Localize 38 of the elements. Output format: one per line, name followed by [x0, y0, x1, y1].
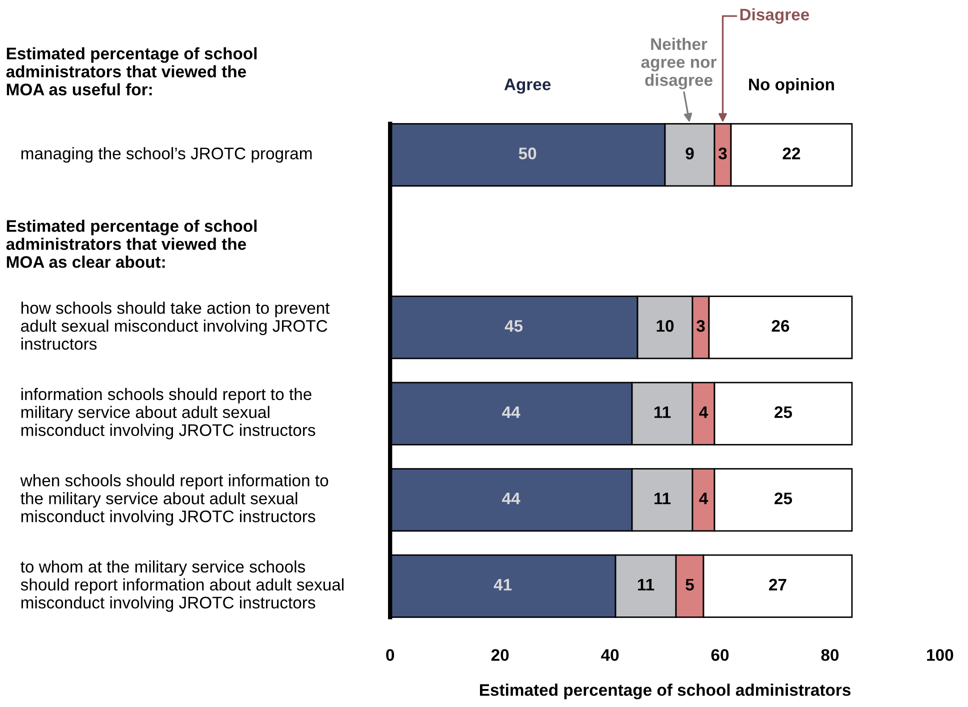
text: Disagree	[740, 8, 810, 24]
x-tick-label: 100	[927, 649, 954, 661]
x-tick-label: 80	[821, 649, 839, 661]
text: Estimated percentage of school administrators that viewed the MOA as useful for:	[6, 47, 257, 96]
y-tick-label: when schools should report information to the military service about adult sexual misconduct involving JROTC instructors	[20, 474, 328, 526]
y-tick-label: how schools should take action to prevent adult sexual misconduct involving JROTC instructors	[21, 302, 330, 350]
data-label: 10	[656, 320, 674, 332]
data-label: 11	[638, 578, 654, 590]
x-axis-title: Estimated percentage of school administrators	[480, 684, 851, 700]
text: Estimated percentage of school administrators that viewed the MOA as clear about:	[6, 220, 257, 268]
data-label: 22	[782, 148, 800, 160]
data-label: 11	[654, 492, 671, 504]
y-tick-label: to whom at the military service schools should report information about adult sexual misconduct involving JROTC instructors	[20, 560, 344, 612]
x-tick-label: 40	[601, 649, 619, 661]
data-label: 25	[774, 406, 792, 418]
data-label: 45	[504, 320, 523, 332]
x-tick-label: 60	[711, 649, 729, 661]
data-label: 11	[654, 406, 671, 418]
data-label: 44	[502, 492, 520, 504]
data-label: 5	[686, 578, 694, 591]
x-tick-label: 20	[491, 649, 509, 661]
y-tick-label: information schools should report to the military service about adult sexual misconduct involving JROTC instructors	[21, 388, 316, 440]
data-label: 4	[699, 406, 708, 418]
x-tick-label: 0	[386, 649, 394, 661]
series-label: Agree	[504, 78, 551, 94]
data-label: 50	[518, 148, 536, 160]
data-label: 4	[699, 492, 708, 504]
data-label: 44	[502, 406, 520, 418]
data-label: 27	[769, 578, 786, 590]
data-label: 41	[494, 578, 512, 590]
data-label: 25	[774, 492, 792, 504]
data-label: 3	[718, 148, 727, 160]
data-label: 3	[696, 320, 705, 332]
series-label: No opinion	[749, 78, 834, 94]
text: Neither agree nor disagree	[641, 38, 716, 90]
y-tick-label: managing the school’s JROTC program	[21, 147, 312, 163]
data-label: 9	[686, 148, 694, 160]
data-label: 26	[772, 320, 790, 332]
